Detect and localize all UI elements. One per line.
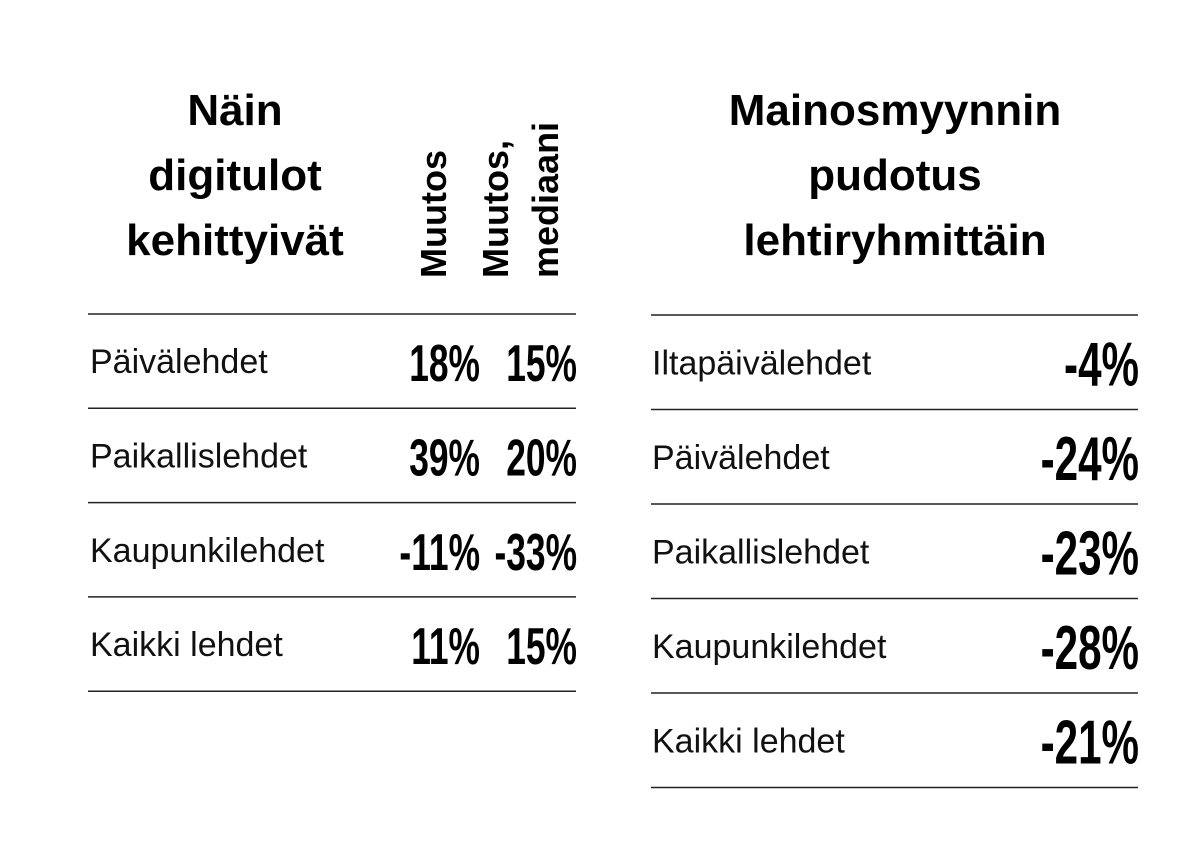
- value: -28%: [1041, 614, 1139, 683]
- value: 15%: [506, 618, 577, 675]
- title-line: kehittyivät: [126, 216, 344, 265]
- row-label: Paikallislehdet: [90, 437, 308, 475]
- value-group: -21%: [1041, 708, 1139, 777]
- value-group: 18%: [409, 336, 480, 393]
- value-group: 15%: [506, 336, 577, 393]
- value: 18%: [409, 336, 480, 393]
- value-group: -28%: [1041, 614, 1139, 683]
- column-header: Muutos,: [475, 140, 516, 278]
- row-label: Kaikki lehdet: [652, 722, 845, 760]
- value-group: 15%: [506, 618, 577, 675]
- row-label: Paikallislehdet: [652, 533, 870, 571]
- value-group: -24%: [1041, 425, 1139, 494]
- row-label: Päivälehdet: [90, 343, 268, 381]
- value: 39%: [409, 430, 480, 487]
- value-group: 20%: [506, 430, 577, 487]
- value: -21%: [1041, 708, 1139, 777]
- value: -24%: [1041, 425, 1139, 494]
- value-group: -33%: [494, 524, 577, 581]
- title-line: lehtiryhmittäin: [743, 216, 1046, 265]
- value: -4%: [1064, 330, 1139, 399]
- title-line: digitulot: [148, 151, 322, 200]
- column-header: Muutos: [413, 150, 454, 278]
- row-label: Iltapäivälehdet: [652, 344, 872, 382]
- row-label: Päivälehdet: [652, 439, 830, 477]
- value-group: -23%: [1041, 519, 1139, 588]
- value: 15%: [506, 336, 577, 393]
- value-group: 39%: [409, 430, 480, 487]
- value: -11%: [399, 524, 480, 581]
- title-line: Mainosmyynnin: [729, 86, 1062, 135]
- value-group: -11%: [399, 524, 480, 581]
- row-label: Kaikki lehdet: [90, 626, 283, 664]
- column-header: mediaani: [525, 122, 566, 278]
- value-group: -4%: [1064, 330, 1139, 399]
- title-line: Näin: [187, 86, 282, 135]
- value: 20%: [506, 430, 577, 487]
- value: -33%: [494, 524, 577, 581]
- row-label: Kaupunkilehdet: [90, 532, 325, 570]
- value: 11%: [411, 618, 480, 675]
- value: -23%: [1041, 519, 1139, 588]
- row-label: Kaupunkilehdet: [652, 628, 887, 666]
- title-line: pudotus: [808, 151, 982, 200]
- value-group: 11%: [411, 618, 480, 675]
